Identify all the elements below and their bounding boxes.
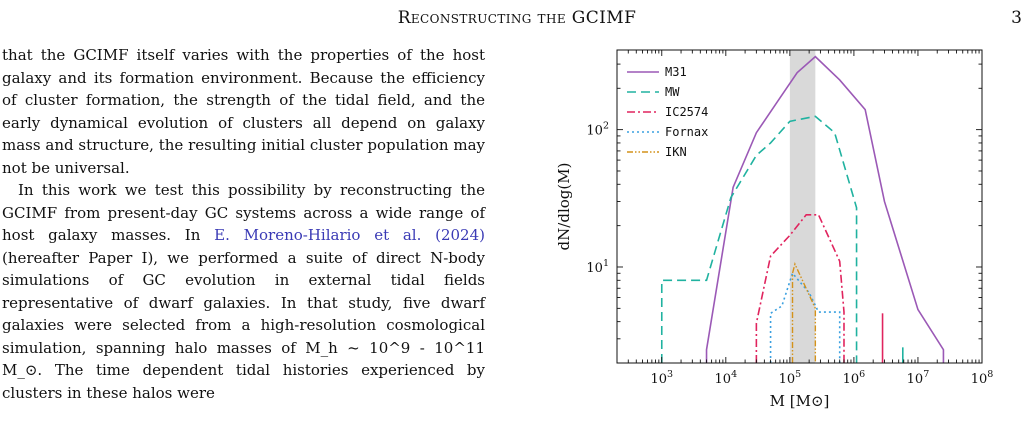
legend-label-ic2574: IC2574 <box>665 105 708 119</box>
series-line-fornax <box>769 271 841 363</box>
plot-frame <box>616 49 983 364</box>
x-tick-label: 103 <box>650 369 673 387</box>
y-tick-label: 102 <box>586 121 609 139</box>
y-axis-label: dN/dlog(M) <box>555 163 573 251</box>
page-number: 3 <box>1011 8 1022 28</box>
legend-label-mw: MW <box>665 85 680 99</box>
gcimf-chart: 103 104 105 106 107 108 101 102 M [M⊙] dN/dlog(M)… <box>555 49 994 410</box>
y-tick-label: 101 <box>586 258 609 276</box>
paragraph-1: that the GCIMF itself varies with the pr… <box>2 46 485 177</box>
running-title: Reconstructing the GCIMF <box>397 8 637 28</box>
x-tick-label: 105 <box>779 369 802 387</box>
x-tick-label: 104 <box>715 369 738 387</box>
x-tick-label: 108 <box>971 369 994 387</box>
x-tick-label: 106 <box>843 369 866 387</box>
series-line-ic2574 <box>755 213 845 363</box>
paragraph-2-post: (hereafter Paper I), we performed a suit… <box>2 248 485 402</box>
series-line-ikn <box>791 262 817 363</box>
shaded-band <box>789 50 816 363</box>
figure-gcimf: 103 104 105 106 107 108 101 102 M [M⊙] dN/dlog(M)… <box>527 40 1034 427</box>
legend-label-fornax: Fornax <box>665 125 708 139</box>
legend-label-m31: M31 <box>665 65 687 79</box>
legend-label-ikn: IKN <box>665 145 687 159</box>
x-tick-label: 107 <box>907 369 930 387</box>
running-header: Reconstructing the GCIMF 3 <box>0 2 1034 32</box>
citation-link[interactable]: E. Moreno-Hilario et al. (2024) <box>214 226 485 244</box>
series-line-m31 <box>705 55 945 363</box>
paragraph-2: In this work we test this possibility by… <box>2 179 485 404</box>
body-text-column: that the GCIMF itself varies with the pr… <box>2 44 485 404</box>
paragraph-2-pre: In this work we test this possibility by… <box>2 181 485 244</box>
x-axis-label: M [M⊙] <box>770 392 830 410</box>
series-line-mw <box>660 115 858 363</box>
